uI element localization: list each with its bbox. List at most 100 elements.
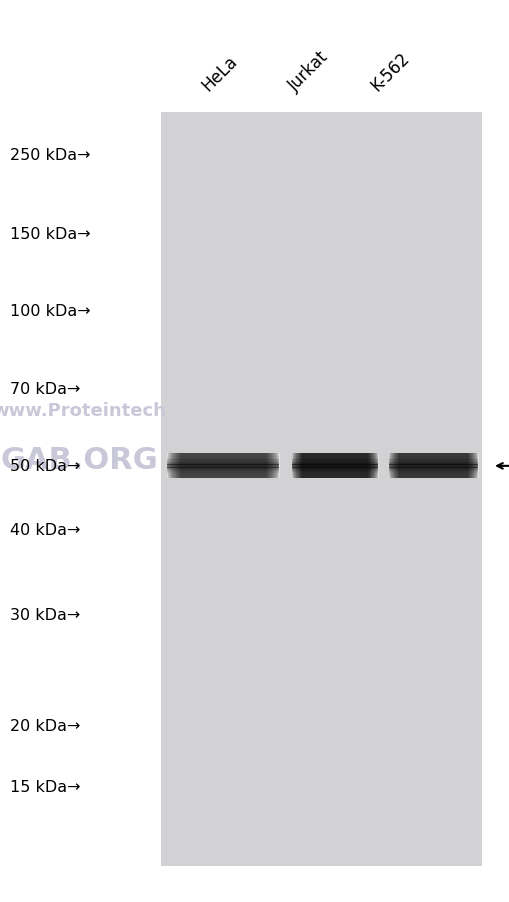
Bar xyxy=(449,454,450,479)
Bar xyxy=(428,454,429,479)
Bar xyxy=(169,454,170,479)
Bar xyxy=(234,454,235,479)
Bar xyxy=(211,454,212,479)
Bar xyxy=(328,454,329,479)
Bar xyxy=(407,454,408,479)
Bar xyxy=(234,454,235,479)
Bar xyxy=(222,454,223,479)
Bar xyxy=(392,454,393,479)
Bar xyxy=(359,454,360,479)
Bar xyxy=(274,454,275,479)
Bar xyxy=(345,454,346,479)
Bar xyxy=(373,454,374,479)
Bar xyxy=(251,454,252,479)
Bar xyxy=(365,454,366,479)
Bar xyxy=(411,454,412,479)
Bar xyxy=(317,454,318,479)
Bar xyxy=(467,454,468,479)
Bar xyxy=(208,454,209,479)
Bar xyxy=(292,454,293,479)
Bar xyxy=(348,454,349,479)
Text: 15 kDa→: 15 kDa→ xyxy=(10,779,80,794)
Bar xyxy=(357,454,358,479)
Bar xyxy=(443,454,444,479)
Bar xyxy=(316,454,317,479)
Bar xyxy=(347,454,348,479)
Bar xyxy=(251,454,252,479)
Bar xyxy=(275,454,276,479)
Bar xyxy=(453,454,454,479)
Bar xyxy=(394,454,395,479)
Bar xyxy=(240,454,241,479)
Bar xyxy=(205,454,206,479)
Bar xyxy=(246,454,247,479)
Bar xyxy=(377,454,378,479)
Bar xyxy=(184,454,185,479)
Bar xyxy=(356,454,357,479)
Bar xyxy=(432,454,433,479)
Bar xyxy=(325,454,326,479)
Bar xyxy=(328,454,329,479)
Bar xyxy=(460,454,461,479)
Bar xyxy=(344,454,345,479)
Bar xyxy=(174,454,175,479)
Bar xyxy=(263,454,264,479)
Bar xyxy=(225,454,226,479)
Bar xyxy=(476,454,477,479)
Text: 50 kDa→: 50 kDa→ xyxy=(10,459,80,474)
Bar xyxy=(429,454,430,479)
Bar xyxy=(323,454,324,479)
Bar xyxy=(191,454,192,479)
Bar xyxy=(179,454,180,479)
Bar xyxy=(368,454,369,479)
Bar xyxy=(340,454,341,479)
Bar xyxy=(342,454,343,479)
Bar xyxy=(177,454,178,479)
Bar xyxy=(238,454,239,479)
Bar xyxy=(221,454,222,479)
Bar xyxy=(427,454,428,479)
Bar xyxy=(439,454,440,479)
Bar xyxy=(475,454,476,479)
Bar xyxy=(415,454,416,479)
Bar xyxy=(186,454,187,479)
Bar xyxy=(455,454,456,479)
Bar xyxy=(334,454,335,479)
Bar xyxy=(268,454,269,479)
Bar xyxy=(300,454,301,479)
Bar xyxy=(374,454,375,479)
Bar xyxy=(191,454,192,479)
Bar xyxy=(203,454,204,479)
Bar xyxy=(305,454,306,479)
Bar xyxy=(423,454,425,479)
Bar xyxy=(206,454,207,479)
Bar xyxy=(355,454,356,479)
Bar xyxy=(303,454,304,479)
Bar xyxy=(212,454,213,479)
Bar xyxy=(361,454,362,479)
Bar xyxy=(457,454,458,479)
Text: 40 kDa→: 40 kDa→ xyxy=(10,522,80,537)
Bar xyxy=(293,454,294,479)
Bar xyxy=(364,454,365,479)
Bar xyxy=(185,454,186,479)
Bar xyxy=(308,454,309,479)
Bar xyxy=(468,454,469,479)
Bar xyxy=(401,454,402,479)
Bar xyxy=(272,454,273,479)
Bar xyxy=(172,454,173,479)
Bar xyxy=(192,454,193,479)
Bar xyxy=(306,454,307,479)
Bar xyxy=(208,454,209,479)
Bar xyxy=(307,454,308,479)
Bar xyxy=(428,454,429,479)
Bar xyxy=(247,454,248,479)
Bar xyxy=(376,454,377,479)
Bar xyxy=(171,454,172,479)
Bar xyxy=(440,454,441,479)
Bar xyxy=(334,454,335,479)
Bar xyxy=(264,454,265,479)
Bar xyxy=(244,454,245,479)
Bar xyxy=(213,454,214,479)
Bar xyxy=(398,454,399,479)
